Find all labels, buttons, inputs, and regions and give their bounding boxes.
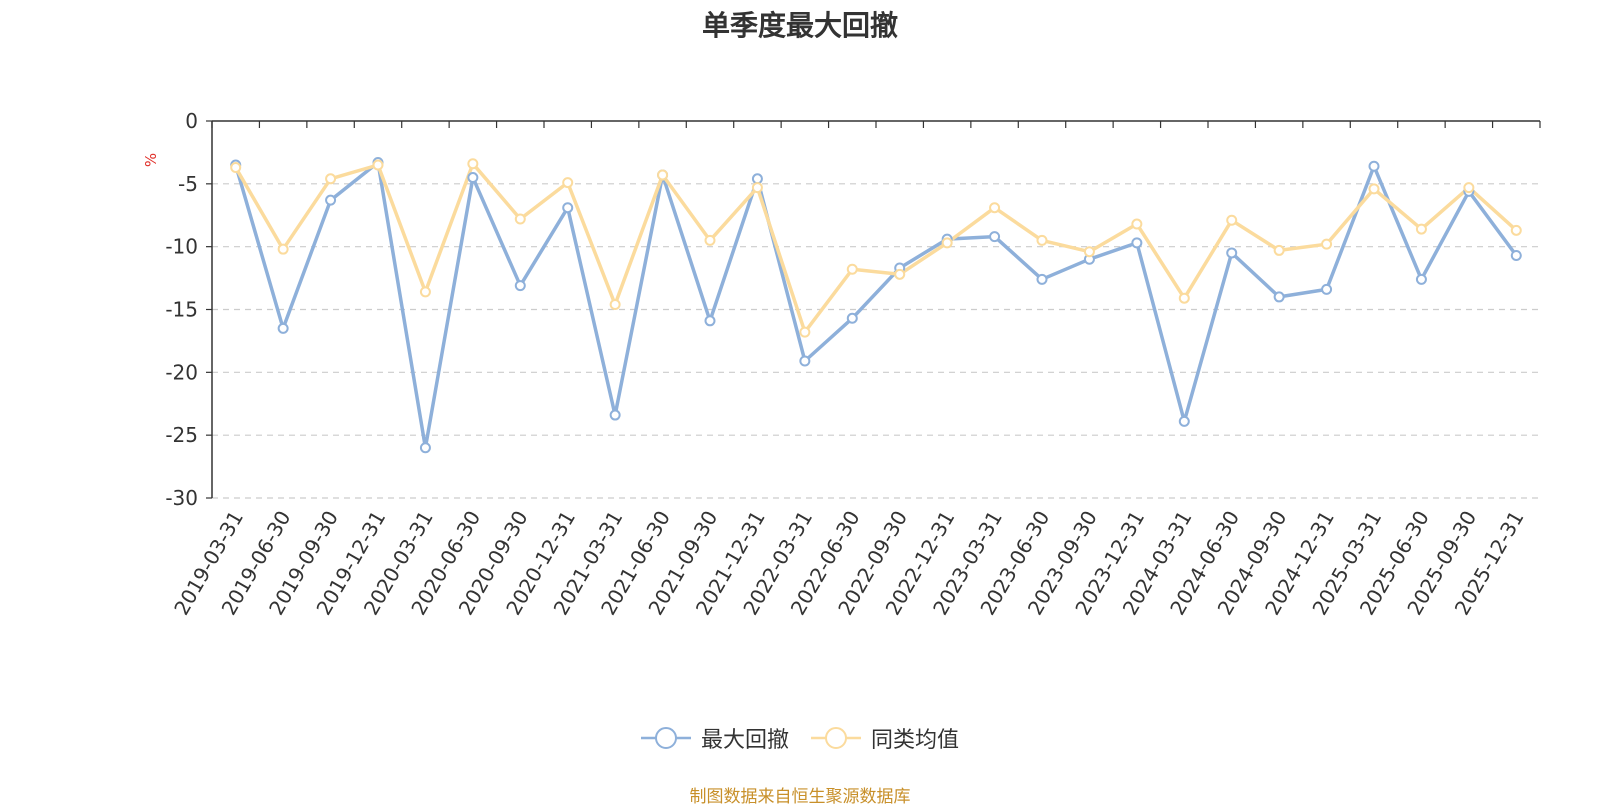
data-point — [1415, 223, 1427, 235]
data-point — [704, 234, 716, 246]
series-line-1 — [234, 160, 1518, 450]
legend-item[interactable]: 最大回撤 — [640, 722, 789, 754]
data-point — [1463, 182, 1475, 194]
data-point — [1178, 292, 1190, 304]
data-point — [989, 202, 1001, 214]
data-point — [751, 182, 763, 194]
data-point — [941, 237, 953, 249]
data-point — [562, 202, 574, 214]
y-tick-label: -5 — [178, 172, 198, 196]
series-line-2 — [234, 161, 1518, 334]
data-point — [1226, 247, 1238, 259]
axes: 0-5-10-15-20-25-302019-03-312019-06-3020… — [165, 109, 1541, 619]
data-point — [609, 409, 621, 421]
data-point — [846, 263, 858, 275]
data-point — [1321, 238, 1333, 250]
data-point — [1131, 237, 1143, 249]
data-point — [751, 173, 763, 185]
legend: 最大回撤 同类均值 — [0, 722, 1600, 754]
legend-label: 同类均值 — [871, 728, 960, 753]
data-point — [1036, 273, 1048, 285]
source-note: 制图数据来自恒生聚源数据库 — [689, 787, 911, 807]
y-tick-label: -15 — [165, 298, 198, 322]
y-tick-label: -20 — [165, 360, 198, 384]
data-point — [419, 286, 431, 298]
legend-item[interactable]: 同类均值 — [811, 722, 959, 754]
data-point — [562, 177, 574, 189]
data-point — [799, 355, 811, 367]
data-point — [894, 268, 906, 280]
data-point — [277, 243, 289, 255]
series-lines — [230, 156, 1522, 454]
data-point — [325, 194, 337, 206]
chart-title: 单季度最大回撤 — [701, 9, 898, 42]
legend-label: 最大回撤 — [700, 728, 789, 753]
y-tick-label: 0 — [185, 109, 198, 133]
y-tick-label: -10 — [165, 235, 198, 259]
data-point — [1131, 218, 1143, 230]
data-point — [230, 161, 242, 173]
data-point — [846, 312, 858, 324]
data-point — [325, 173, 337, 185]
data-point — [989, 231, 1001, 243]
legend-marker — [654, 727, 677, 749]
data-point — [514, 280, 526, 292]
data-point — [1510, 249, 1522, 261]
data-point — [514, 213, 526, 225]
data-point — [1226, 214, 1238, 226]
data-point — [1178, 415, 1190, 427]
data-point — [1415, 273, 1427, 285]
data-point — [372, 159, 384, 171]
data-point — [1273, 244, 1285, 256]
legend-symbol-icon — [811, 727, 861, 749]
data-point — [467, 158, 479, 170]
legend-marker — [825, 727, 847, 749]
data-point — [1510, 224, 1522, 236]
legend-symbol-icon — [640, 727, 691, 749]
data-point — [277, 322, 289, 334]
data-point — [467, 172, 479, 184]
data-point — [1273, 291, 1285, 303]
data-point — [1036, 234, 1048, 246]
grid-lines — [212, 183, 1540, 499]
data-point — [1368, 160, 1380, 172]
y-tick-label: -25 — [165, 423, 198, 447]
data-point — [704, 315, 716, 327]
data-point — [419, 442, 431, 454]
data-point — [1368, 183, 1380, 195]
data-point — [1083, 246, 1095, 258]
y-tick-label: -30 — [165, 486, 198, 510]
data-point — [657, 169, 669, 181]
data-point — [609, 298, 621, 310]
data-point — [799, 326, 811, 338]
y-axis-unit-label: % — [142, 153, 160, 167]
data-point — [1321, 283, 1333, 295]
